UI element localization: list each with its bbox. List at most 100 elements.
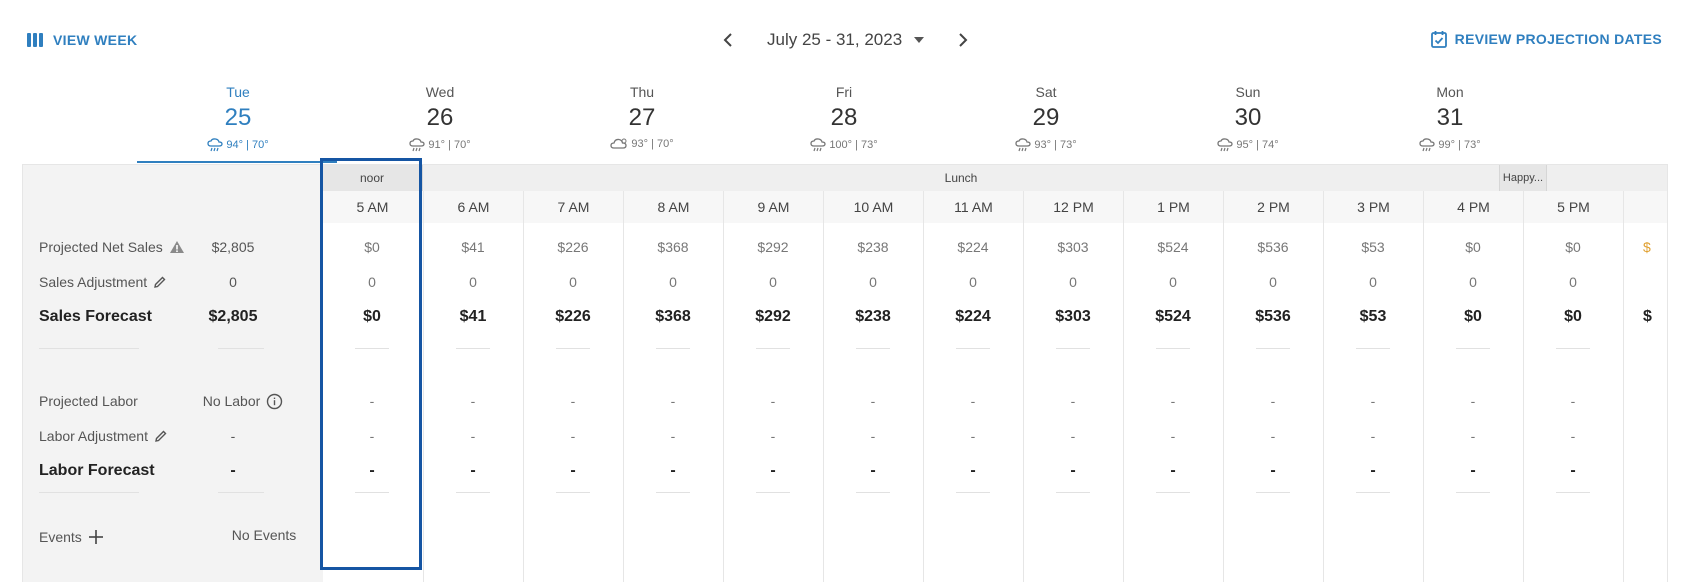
- labor-adjustment-cell[interactable]: -: [1170, 428, 1176, 444]
- section-divider: [756, 348, 790, 349]
- day-tab-mon[interactable]: Mon 31 99° | 73°: [1350, 84, 1550, 152]
- section-divider: [1056, 348, 1090, 349]
- sales-adjustment-cell[interactable]: 0: [1369, 274, 1377, 290]
- projected-net-sales-cell: $368: [657, 239, 689, 255]
- sales-forecast-cell: $238: [855, 308, 891, 325]
- labor-adjustment-cell[interactable]: -: [369, 428, 375, 444]
- date-range-dropdown[interactable]: July 25 - 31, 2023: [767, 30, 925, 50]
- sales-adjustment-cell[interactable]: 0: [969, 274, 977, 290]
- daypart-lunch: Lunch: [944, 171, 978, 185]
- info-icon[interactable]: [266, 393, 283, 410]
- labor-adjustment-cell[interactable]: -: [770, 428, 776, 444]
- pencil-icon[interactable]: [153, 275, 167, 289]
- labor-adjustment-cell[interactable]: -: [1470, 428, 1476, 444]
- sales-adjustment-total: 0: [163, 271, 303, 293]
- projected-labor-cell: -: [970, 393, 976, 409]
- day-weather: 100° | 73°: [744, 138, 944, 152]
- labor-adjustment-cell[interactable]: -: [970, 428, 976, 444]
- sales-adjustment-cell[interactable]: 0: [469, 274, 477, 290]
- next-week-button[interactable]: [950, 27, 976, 53]
- labor-adjustment-label: Labor Adjustment: [39, 425, 168, 447]
- column-divider: [423, 223, 424, 582]
- section-divider: [39, 492, 139, 493]
- sales-adjustment-cell[interactable]: 0: [669, 274, 677, 290]
- row-label-text: Sales Forecast: [39, 308, 152, 325]
- projected-net-sales-cell: $303: [1057, 239, 1089, 255]
- column-divider: [1523, 223, 1524, 582]
- day-weather: 94° | 70°: [138, 138, 338, 152]
- section-divider: [956, 348, 990, 349]
- review-projection-dates-button[interactable]: REVIEW PROJECTION DATES: [1430, 28, 1662, 50]
- hour-header: 11 AM: [923, 191, 1023, 223]
- sales-forecast-cell: $524: [1155, 308, 1191, 325]
- sales-forecast-cell: $0: [1564, 308, 1582, 325]
- projected-net-sales-cell: $0: [364, 239, 380, 255]
- rain-cloud-icon: [1419, 138, 1436, 152]
- labor-adjustment-cell[interactable]: -: [870, 428, 876, 444]
- total-value: $2,805: [208, 308, 258, 325]
- previous-week-button[interactable]: [715, 27, 741, 53]
- day-tab-sat[interactable]: Sat 29 93° | 73°: [946, 84, 1146, 152]
- day-tab-fri[interactable]: Fri 28 100° | 73°: [744, 84, 944, 152]
- labor-adjustment-cell[interactable]: -: [470, 428, 476, 444]
- sales-adjustment-cell[interactable]: 0: [1169, 274, 1177, 290]
- day-tab-tue[interactable]: Tue 25 94° | 70°: [138, 84, 338, 152]
- day-weather: 93° | 70°: [542, 138, 742, 150]
- day-name: Wed: [425, 84, 455, 100]
- labor-adjustment-cell[interactable]: [1623, 425, 1667, 447]
- day-number: 31: [1436, 104, 1464, 131]
- labor-adjustment-cell[interactable]: -: [570, 428, 576, 444]
- row-label-text: Projected Net Sales: [39, 239, 163, 255]
- labor-adjustment-cell[interactable]: -: [1070, 428, 1076, 444]
- day-tab-wed[interactable]: Wed 26 91° | 70°: [340, 84, 540, 152]
- day-name: Sat: [1035, 84, 1057, 100]
- labor-adjustment-cell[interactable]: -: [670, 428, 676, 444]
- day-name: Fri: [835, 84, 853, 100]
- sales-adjustment-cell[interactable]: 0: [1469, 274, 1477, 290]
- section-divider: [1456, 492, 1490, 493]
- sales-adjustment-label: Sales Adjustment: [39, 271, 167, 293]
- day-tab-thu[interactable]: Thu 27 93° | 70°: [542, 84, 742, 150]
- view-week-label: VIEW WEEK: [53, 32, 138, 48]
- labor-forecast-cell: -: [770, 462, 776, 479]
- rain-cloud-icon: [810, 138, 826, 152]
- columns-icon: [27, 33, 43, 47]
- labor-forecast-total: -: [163, 460, 303, 482]
- row-label-text: Sales Adjustment: [39, 274, 148, 290]
- sales-adjustment-cell[interactable]: 0: [869, 274, 877, 290]
- sales-adjustment-cell[interactable]: 0: [569, 274, 577, 290]
- events-total: No Events: [231, 527, 297, 543]
- projected-labor-cell: -: [570, 393, 576, 409]
- add-event-icon[interactable]: [88, 529, 104, 545]
- view-week-button[interactable]: VIEW WEEK: [27, 29, 137, 51]
- day-weather: 91° | 70°: [340, 138, 540, 152]
- events-label: Events: [39, 526, 104, 548]
- section-divider: [355, 492, 389, 493]
- labor-adjustment-cell[interactable]: -: [1370, 428, 1376, 444]
- sales-adjustment-cell[interactable]: 0: [1069, 274, 1077, 290]
- sales-adjustment-cell[interactable]: 0: [769, 274, 777, 290]
- day-tab-sun[interactable]: Sun 30 95° | 74°: [1148, 84, 1348, 152]
- labor-adjustment-cell[interactable]: -: [1570, 428, 1576, 444]
- hour-header: 8 AM: [623, 191, 723, 223]
- section-divider: [1256, 492, 1290, 493]
- pencil-icon[interactable]: [154, 429, 168, 443]
- section-divider: [856, 348, 890, 349]
- sales-adjustment-cell[interactable]: 0: [1569, 274, 1577, 290]
- sales-adjustment-cell[interactable]: [1623, 271, 1667, 293]
- hour-header: 6: [1623, 191, 1667, 223]
- section-divider: [956, 492, 990, 493]
- sales-adjustment-cell[interactable]: 0: [368, 274, 376, 290]
- sales-adjustment-cell[interactable]: 0: [1269, 274, 1277, 290]
- projected-net-sales-label: Projected Net Sales: [39, 236, 185, 258]
- projected-labor-cell: -: [670, 393, 676, 409]
- labor-adjustment-cell[interactable]: -: [1270, 428, 1276, 444]
- section-divider: [1156, 348, 1190, 349]
- date-range-label: July 25 - 31, 2023: [767, 30, 903, 49]
- labor-forecast-cell: -: [1370, 462, 1376, 479]
- column-divider: [523, 223, 524, 582]
- day-number: 29: [1032, 104, 1060, 131]
- calendar-check-icon: [1430, 31, 1447, 48]
- section-divider: [456, 348, 490, 349]
